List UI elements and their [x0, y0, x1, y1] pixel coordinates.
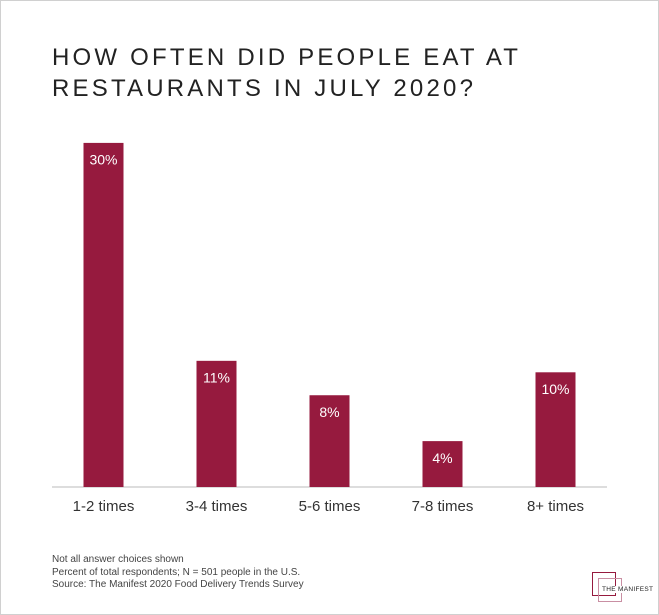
value-label: 30%: [89, 152, 117, 168]
note: Not all answer choices shown: [52, 554, 184, 565]
value-label: 10%: [541, 381, 569, 397]
value-label: 4%: [432, 450, 452, 466]
value-label: 8%: [319, 404, 339, 420]
note: Percent of total respondents; N = 501 pe…: [52, 566, 301, 578]
notes: Not all answer choices shown Percent of t…: [52, 554, 304, 592]
bar: [422, 441, 463, 487]
x-tick-label: 7-8 times: [412, 498, 474, 515]
logo: THE MANIFEST: [592, 572, 654, 602]
note: Source: The Manifest 2020 Food Delivery …: [52, 579, 304, 590]
bar: [83, 142, 124, 487]
bar: [309, 395, 350, 487]
x-tick-label: 8+ times: [527, 498, 584, 515]
bar: [535, 372, 576, 487]
x-tick-label: 3-4 times: [186, 498, 248, 515]
bar: [196, 360, 237, 487]
x-tick-label: 1-2 times: [73, 498, 135, 515]
logo-box: [592, 572, 616, 596]
logo-text: THE MANIFEST: [602, 586, 654, 593]
x-tick-label: 5-6 times: [299, 498, 361, 515]
chart-title: How often did people eat at restaurants …: [52, 44, 521, 102]
value-label: 11%: [203, 370, 230, 386]
